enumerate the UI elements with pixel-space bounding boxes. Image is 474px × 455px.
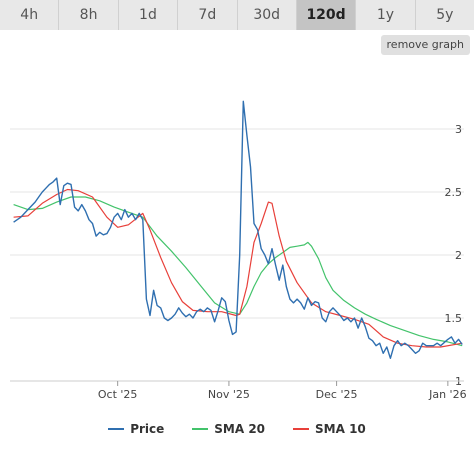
y-tick-label: 1.5 (445, 312, 463, 325)
legend-label: Price (130, 422, 165, 436)
series-line-sma-10 (13, 188, 463, 348)
tab-1y[interactable]: 1y (356, 0, 416, 30)
x-tick-label: Nov '25 (208, 388, 250, 401)
x-tick-label: Dec '25 (316, 388, 358, 401)
x-tick-label: Oct '25 (98, 388, 138, 401)
tab-5y[interactable]: 5y (415, 0, 474, 30)
time-range-tabs: 4h 8h 1d 7d 30d 120d 1y 5y (0, 0, 474, 30)
tab-8h[interactable]: 8h (59, 0, 119, 30)
legend-label: SMA 10 (315, 422, 366, 436)
y-tick-label: 3 (455, 123, 462, 136)
y-tick-label: 2.5 (445, 186, 463, 199)
tab-1d[interactable]: 1d (118, 0, 179, 30)
y-tick-label: 2 (455, 249, 462, 262)
tab-7d[interactable]: 7d (178, 0, 238, 30)
series-lines (13, 100, 463, 359)
series-line-sma-20 (13, 196, 463, 347)
legend-swatch (293, 428, 310, 430)
legend-swatch (192, 428, 209, 430)
legend-item[interactable]: Price (108, 418, 164, 440)
remove-graph-button[interactable]: remove graph (380, 35, 470, 55)
x-tick-label: Jan '26 (428, 388, 466, 401)
legend-item[interactable]: SMA 10 (293, 418, 366, 440)
tab-4h[interactable]: 4h (0, 0, 60, 30)
tab-30d[interactable]: 30d (237, 0, 297, 30)
x-axis: Oct '25 Nov '25 Dec '25 Jan '26 (10, 380, 467, 401)
legend-label: SMA 20 (214, 422, 266, 436)
tab-120d[interactable]: 120d (296, 0, 357, 30)
legend-item[interactable]: SMA 20 (192, 418, 265, 440)
series-line-price (13, 100, 463, 359)
legend-swatch (108, 428, 125, 430)
chart-legend: Price SMA 20 SMA 10 (0, 418, 474, 440)
